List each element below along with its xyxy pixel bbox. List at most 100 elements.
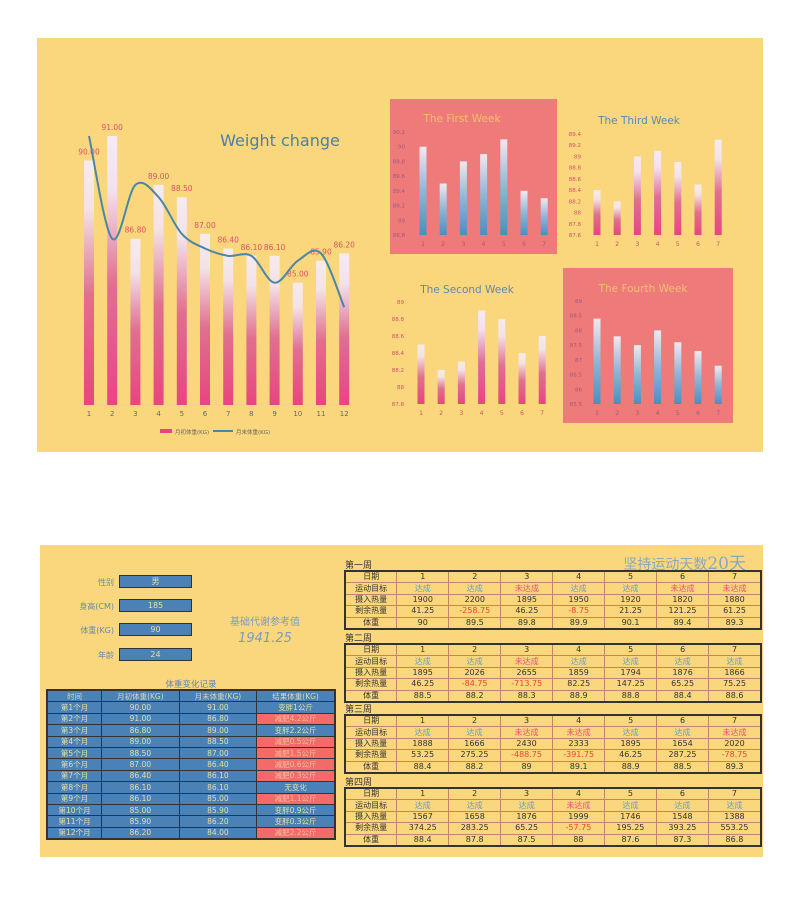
line-month-end-weight — [88, 135, 346, 308]
days-cell: 5 — [604, 570, 657, 584]
y-tick-label: 89.6 — [393, 174, 406, 180]
y-tick-label: 87.6 — [569, 233, 582, 239]
x-tick-label: 1 — [595, 241, 599, 248]
week-table-1: 日期 1 2 3 4 5 6 7 运动目标 达成 达成 未达成 达成 达成 未达成 未达成 摄入热量 1900 22… — [344, 570, 762, 630]
row-label: 运动目标 — [344, 726, 398, 739]
y-tick-label: 87.8 — [569, 222, 582, 228]
x-tick-label: 9 — [272, 410, 276, 418]
y-tick-label: 87.5 — [570, 343, 583, 349]
bar-day-6 — [518, 353, 526, 404]
week-table-2: 日期 1 2 3 4 5 6 7 运动目标 达成 达成 未达成 达成 达成 达成 达成 摄入热量 1895 2026… — [344, 643, 762, 703]
field-value-box[interactable]: 24 — [119, 648, 192, 661]
surplus-cell: -391.75 — [552, 749, 606, 762]
row-label: 摄入热量 — [344, 737, 398, 751]
result-cell: 减肥1.5公斤 — [256, 746, 336, 760]
bar-day-3 — [633, 156, 641, 235]
month-cell: 第11个月 — [46, 815, 103, 828]
x-tick-label: 10 — [293, 410, 302, 418]
start-weight-cell: 91.00 — [101, 712, 180, 726]
field-value-box[interactable]: 90 — [119, 623, 192, 636]
goal-cell: 达成 — [448, 582, 502, 595]
days-cell: 2 — [448, 787, 502, 801]
start-weight-cell: 86.80 — [101, 724, 180, 737]
goal-cell: 未达成 — [708, 582, 762, 595]
x-tick-label: 6 — [696, 241, 700, 248]
weight-cell: 89.5 — [448, 616, 502, 630]
y-tick-label: 89.8 — [393, 159, 406, 165]
days-cell: 6 — [656, 714, 710, 728]
start-weight-cell: 89.00 — [101, 735, 180, 748]
intake-cell: 1567 — [396, 810, 450, 824]
bar-day-5 — [674, 342, 682, 404]
surplus-cell: 393.25 — [655, 822, 709, 835]
result-cell: 变胖0.3公斤 — [256, 815, 336, 828]
intake-cell: 2020 — [708, 737, 762, 751]
end-weight-cell: 89.00 — [178, 724, 258, 737]
weight-cell: 88.4 — [396, 760, 449, 774]
goal-cell: 达成 — [604, 655, 658, 668]
goal-cell: 达成 — [604, 582, 657, 595]
bar-month-6 — [200, 233, 210, 405]
month-cell: 第6个月 — [46, 758, 103, 771]
x-tick-label: 7 — [226, 410, 230, 418]
y-tick-label: 88.2 — [392, 368, 404, 374]
y-tick-label: 88.8 — [569, 166, 582, 172]
bar-month-10 — [292, 282, 303, 405]
days-cell: 6 — [656, 643, 710, 657]
bar-day-7 — [540, 198, 548, 235]
weight-cell: 88.5 — [656, 760, 710, 774]
field-value-box[interactable]: 185 — [119, 599, 192, 612]
result-cell: 变胖1公斤 — [256, 701, 336, 714]
bar-day-5 — [498, 319, 506, 404]
surplus-cell: 61.25 — [708, 605, 762, 618]
bar-label: 86.10 — [241, 243, 263, 252]
weight-cell: 89.1 — [552, 760, 606, 774]
bar-label: 91.00 — [101, 123, 123, 132]
days-cell: 2 — [447, 714, 501, 728]
intake-cell: 1794 — [604, 666, 658, 680]
table-header-row: 时间 月初体重(KG) 月末体重(KG) 结果体重(KG) — [46, 689, 336, 703]
weight-cell: 89.3 — [708, 616, 762, 630]
week-chart-3: The Second Week 89 88.8 88.6 88.4 88.2 88 87.8 1… — [392, 284, 546, 417]
bmr-label: 基础代谢参考值 — [230, 617, 300, 628]
x-tick-label: 7 — [540, 410, 544, 417]
bar-day-1 — [593, 318, 601, 404]
weight-cell: 88.2 — [448, 689, 502, 703]
week-label: 第一周 — [345, 561, 373, 571]
exercise-streak: 坚持运动天数20天 — [623, 549, 746, 574]
row-days: 日期 1 2 3 4 5 6 7 — [344, 787, 762, 801]
days-cell: 6 — [655, 787, 709, 801]
surplus-cell: -258.75 — [448, 605, 502, 618]
x-tick-label: 5 — [676, 410, 680, 417]
surplus-cell: 121.25 — [655, 605, 710, 618]
surplus-cell: 275.25 — [447, 749, 501, 762]
x-tick-label: 3 — [133, 410, 137, 418]
bar-label: 86.10 — [264, 243, 286, 252]
month-cell: 第1个月 — [46, 701, 103, 714]
intake-cell: 2026 — [448, 666, 502, 680]
bar-label: 87.00 — [194, 221, 216, 230]
days-cell: 6 — [655, 570, 710, 584]
x-tick-label: 5 — [180, 410, 184, 418]
month-cell: 第7个月 — [46, 769, 103, 783]
x-tick-label: 8 — [249, 410, 253, 418]
days-cell: 3 — [500, 643, 554, 657]
goal-cell: 达成 — [552, 655, 606, 668]
bar-day-4 — [480, 154, 488, 235]
goal-cell: 未达成 — [708, 726, 762, 739]
y-tick-label: 87 — [575, 358, 582, 364]
end-weight-cell: 86.20 — [178, 815, 258, 828]
start-weight-cell: 90.00 — [101, 701, 180, 714]
field-value-box[interactable]: 男 — [119, 575, 192, 588]
surplus-cell: -78.75 — [708, 749, 762, 762]
row-label: 摄入热量 — [344, 810, 398, 824]
table-row: 第4个月 89.00 88.50 减肥0.5公斤 — [46, 735, 336, 748]
row-label: 剩余热量 — [344, 822, 398, 835]
x-tick-label: 4 — [156, 410, 161, 418]
bar-month-4 — [153, 184, 164, 405]
bar-day-1 — [419, 146, 427, 235]
intake-cell: 1950 — [552, 593, 606, 607]
row-days: 日期 1 2 3 4 5 6 7 — [344, 570, 762, 584]
bar-day-3 — [633, 345, 641, 404]
y-tick-label: 89.2 — [393, 204, 405, 210]
